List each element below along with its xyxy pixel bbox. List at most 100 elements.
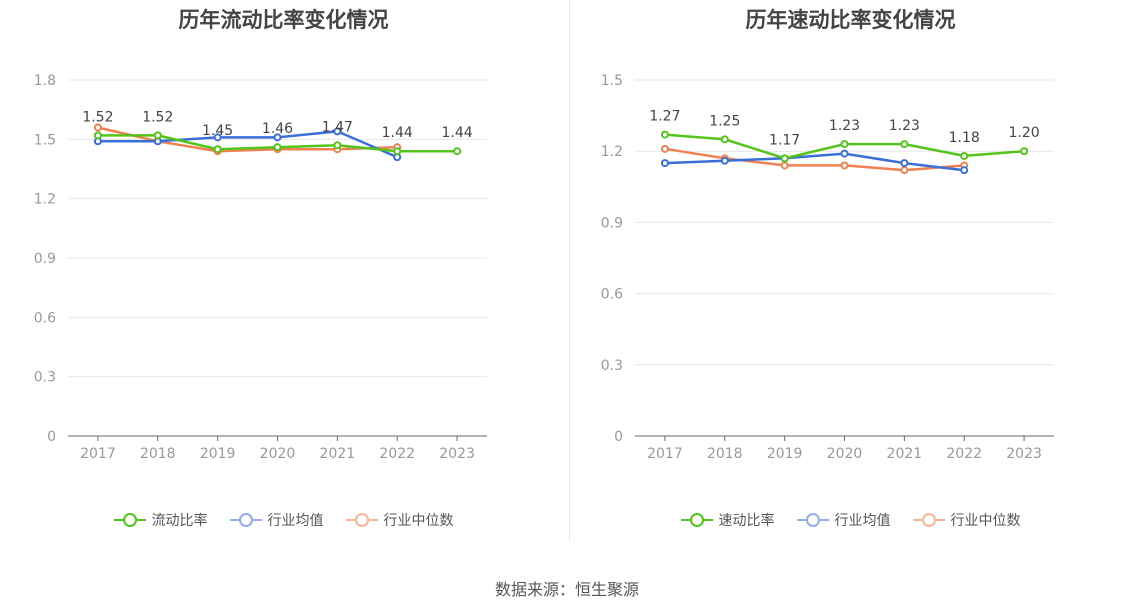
series-line	[97, 126, 398, 153]
data-label: 1.45	[202, 123, 233, 139]
legend-label: 行业均值	[834, 513, 891, 529]
data-label: 1.20	[1008, 125, 1039, 141]
x-tick-label: 2021	[320, 446, 356, 462]
legend-label: 速动比率	[718, 513, 775, 529]
data-point	[273, 143, 282, 152]
data-label: 1.25	[709, 113, 740, 129]
data-point	[1020, 147, 1029, 156]
data-label: 1.52	[82, 109, 113, 125]
series-line	[664, 152, 965, 172]
x-tick-label: 2017	[647, 446, 683, 462]
data-point	[900, 166, 909, 175]
data-point	[333, 127, 342, 136]
data-point	[660, 130, 669, 139]
y-tick-label: 0.9	[34, 251, 56, 267]
chart-title: 历年速动比率变化情况	[745, 8, 956, 32]
x-tick-label: 2018	[707, 446, 743, 462]
legend: 速动比率 行业均值 行业中位数	[567, 510, 1134, 530]
data-point	[393, 147, 402, 156]
data-point	[213, 145, 222, 154]
data-point	[333, 141, 342, 150]
y-tick-label: 0.6	[601, 287, 623, 303]
series-line	[664, 147, 965, 172]
legend-item-series-1[interactable]: 速动比率	[680, 510, 775, 530]
data-label: 1.23	[829, 118, 860, 134]
y-tick-label: 0.3	[34, 370, 56, 386]
legend-marker-icon	[345, 512, 378, 528]
data-point	[840, 140, 849, 149]
y-tick-label: 0.3	[601, 358, 623, 374]
data-label: 1.52	[142, 109, 173, 125]
data-point	[213, 133, 222, 142]
y-tick-label: 0	[47, 429, 56, 445]
data-label: 1.44	[382, 125, 413, 141]
chart-plot-quick-ratio: 0 0.3 0.6 0.9 1.2 1.5 2017 2018 2019 2020 2021 2022…	[601, 73, 1054, 462]
y-tick-label: 1.2	[601, 144, 623, 160]
data-point	[720, 156, 729, 165]
legend-label: 行业中位数	[383, 513, 454, 529]
chart-title: 历年流动比率变化情况	[178, 8, 389, 32]
legend-marker-icon	[229, 512, 262, 528]
data-label: 1.46	[262, 121, 293, 137]
y-tick-label: 1.5	[34, 132, 56, 148]
data-point	[93, 131, 102, 140]
data-point	[660, 144, 669, 153]
legend-marker-icon	[680, 512, 713, 528]
chart-plot-current-ratio: 0 0.3 0.6 0.9 1.2 1.5 1.8 2017 2018 2019 2020 2021 2…	[34, 73, 487, 462]
data-point	[960, 151, 969, 160]
y-tick-label: 0.9	[601, 215, 623, 231]
chart-panel-current-ratio: 历年流动比率变化情况 0 0.3 0.6 0.9 1.2 1.5 1.8 2017 2018 20…	[0, 0, 567, 545]
data-point	[840, 161, 849, 170]
chart-panel-quick-ratio: 历年速动比率变化情况 0 0.3 0.6 0.9 1.2 1.5 2017 2018 2019 2…	[567, 0, 1134, 545]
y-tick-label: 0.6	[34, 310, 56, 326]
data-point	[840, 149, 849, 158]
legend-item-series-3[interactable]: 行业中位数	[912, 510, 1021, 530]
series-line	[97, 130, 398, 159]
data-point	[780, 161, 789, 170]
data-point	[720, 135, 729, 144]
x-tick-label: 2020	[827, 446, 863, 462]
data-point	[900, 140, 909, 149]
legend-marker-icon	[796, 512, 829, 528]
data-point	[453, 147, 462, 156]
data-point	[153, 131, 162, 140]
x-tick-label: 2019	[200, 446, 236, 462]
data-label: 1.27	[649, 109, 680, 125]
legend-item-series-2[interactable]: 行业均值	[796, 510, 891, 530]
data-label: 1.44	[441, 125, 472, 141]
legend-item-series-2[interactable]: 行业均值	[229, 510, 324, 530]
legend-marker-icon	[113, 512, 146, 528]
data-label: 1.23	[889, 118, 920, 134]
x-tick-label: 2022	[946, 446, 982, 462]
legend-label: 流动比率	[151, 513, 208, 529]
legend-marker-icon	[912, 512, 945, 528]
data-point	[660, 159, 669, 168]
legend: 流动比率 行业均值 行业中位数	[0, 510, 567, 530]
data-label: 1.18	[949, 130, 980, 146]
data-point	[273, 133, 282, 142]
data-point	[900, 159, 909, 168]
x-tick-label: 2023	[439, 446, 475, 462]
data-point	[93, 123, 102, 132]
data-label: 1.47	[322, 119, 353, 135]
data-label: 1.17	[769, 132, 800, 148]
x-tick-label: 2022	[379, 446, 415, 462]
x-tick-label: 2017	[80, 446, 116, 462]
y-tick-label: 0	[614, 429, 623, 445]
x-tick-label: 2018	[140, 446, 176, 462]
legend-label: 行业中位数	[950, 513, 1021, 529]
x-tick-label: 2020	[260, 446, 296, 462]
legend-label: 行业均值	[267, 513, 324, 529]
data-point	[780, 154, 789, 163]
legend-item-series-1[interactable]: 流动比率	[113, 510, 208, 530]
data-point	[960, 166, 969, 175]
y-tick-label: 1.2	[34, 192, 56, 208]
x-tick-label: 2023	[1006, 446, 1042, 462]
y-tick-label: 1.8	[34, 73, 56, 89]
x-tick-label: 2021	[887, 446, 923, 462]
legend-item-series-3[interactable]: 行业中位数	[345, 510, 454, 530]
y-tick-label: 1.5	[601, 73, 623, 89]
x-tick-label: 2019	[767, 446, 803, 462]
panel-divider	[569, 0, 570, 542]
data-source-note: 数据来源：恒生聚源	[494, 580, 639, 599]
